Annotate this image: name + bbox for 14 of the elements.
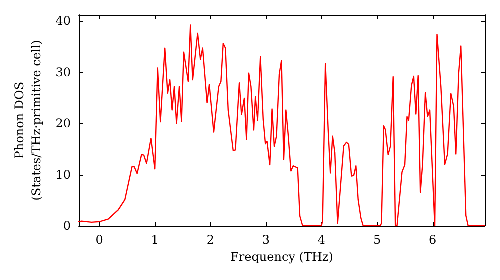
x-tick-label: 6 xyxy=(428,233,437,247)
y-tick-label: 20 xyxy=(56,116,71,131)
x-tick-label: 5 xyxy=(373,233,382,247)
y-tick-label: 40 xyxy=(56,14,71,28)
x-axis-title: Frequency (THz) xyxy=(230,250,334,264)
y-axis-title: Phonon DOS (States/THz·primitive cell) xyxy=(12,40,44,201)
y-tick-label: 10 xyxy=(56,168,71,182)
y-tick-label: 30 xyxy=(56,65,71,80)
x-tick-label: 4 xyxy=(318,233,326,247)
x-tick-label: 0 xyxy=(96,233,104,247)
y-tick-label: 0 xyxy=(63,219,71,233)
x-tick-label: 2 xyxy=(206,233,214,247)
x-tick-label: 1 xyxy=(151,233,159,247)
x-tick-label: 3 xyxy=(262,233,270,247)
